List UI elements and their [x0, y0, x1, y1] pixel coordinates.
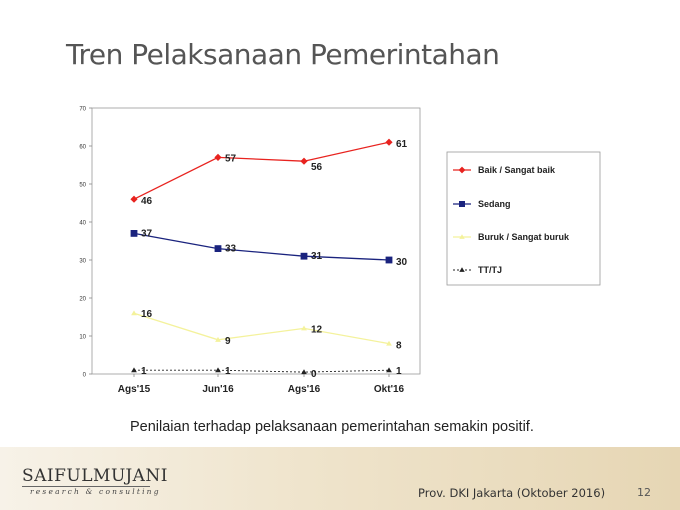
data-point — [214, 153, 222, 161]
x-tick-label: Ags'16 — [288, 384, 321, 395]
x-tick-label: Ags'15 — [118, 384, 151, 395]
data-point — [386, 367, 392, 373]
y-tick-label: 60 — [79, 145, 86, 151]
data-label: 56 — [311, 162, 323, 173]
company-logo-tagline: research & consulting — [30, 487, 161, 496]
data-point — [214, 245, 222, 252]
data-point — [301, 369, 307, 375]
data-label: 0 — [311, 369, 317, 380]
data-point — [130, 195, 138, 203]
data-label: 8 — [396, 341, 402, 352]
data-point — [385, 138, 393, 146]
y-tick-label: 50 — [79, 183, 86, 189]
data-label: 61 — [396, 139, 408, 150]
data-point — [130, 230, 138, 237]
legend-entry: Baik / Sangat baik — [478, 165, 556, 175]
data-point — [215, 336, 221, 342]
series-line — [134, 369, 390, 373]
y-tick-label: 40 — [79, 221, 86, 227]
legend-entry: TT/TJ — [478, 265, 502, 275]
data-point — [300, 252, 308, 260]
y-tick-label: 0 — [83, 373, 87, 379]
data-point — [301, 325, 307, 331]
data-label: 1 — [396, 366, 402, 377]
data-label: 33 — [225, 244, 237, 255]
data-label: 37 — [141, 228, 153, 239]
legend-frame — [446, 151, 601, 286]
legend-swatch-marker — [458, 166, 466, 174]
data-label: 12 — [311, 324, 323, 335]
data-label: 9 — [225, 336, 231, 347]
data-point — [215, 367, 221, 373]
data-label: 1 — [225, 366, 231, 377]
page-number: 12 — [637, 486, 651, 499]
data-label: 31 — [311, 251, 323, 262]
data-point — [131, 367, 137, 373]
data-label: 46 — [141, 196, 153, 207]
slide-title: Tren Pelaksanaan Pemerintahan — [66, 38, 500, 71]
data-point — [131, 310, 137, 316]
y-tick-label: 20 — [79, 297, 86, 303]
footer-source: Prov. DKI Jakarta (Oktober 2016) — [418, 486, 606, 500]
series-line — [133, 232, 390, 261]
data-point — [385, 256, 393, 264]
company-logo: SAIFULMUJANI — [22, 466, 169, 486]
x-tick-label: Jun'16 — [202, 384, 234, 395]
legend-entry: Buruk / Sangat buruk — [478, 232, 570, 242]
y-tick-label: 70 — [79, 107, 86, 113]
y-tick-label: 10 — [79, 335, 86, 341]
data-label: 1 — [141, 366, 147, 377]
data-label: 16 — [141, 309, 153, 320]
series-line — [133, 312, 390, 345]
x-tick-label: Okt'16 — [374, 384, 405, 395]
data-point — [386, 340, 392, 346]
series-line — [133, 141, 390, 200]
legend-swatch-marker — [459, 234, 465, 239]
footer-band — [0, 447, 680, 510]
chart-caption: Penilaian terhadap pelaksanaan pemerinta… — [130, 419, 534, 435]
y-tick-label: 30 — [79, 259, 86, 265]
legend-entry: Sedang — [478, 199, 511, 209]
data-label: 57 — [225, 153, 237, 164]
plot-frame — [91, 107, 421, 375]
legend-swatch-marker — [459, 267, 465, 272]
legend-swatch-marker — [459, 201, 465, 207]
logo-divider — [22, 486, 150, 487]
data-point — [300, 157, 308, 165]
data-label: 30 — [396, 257, 408, 268]
